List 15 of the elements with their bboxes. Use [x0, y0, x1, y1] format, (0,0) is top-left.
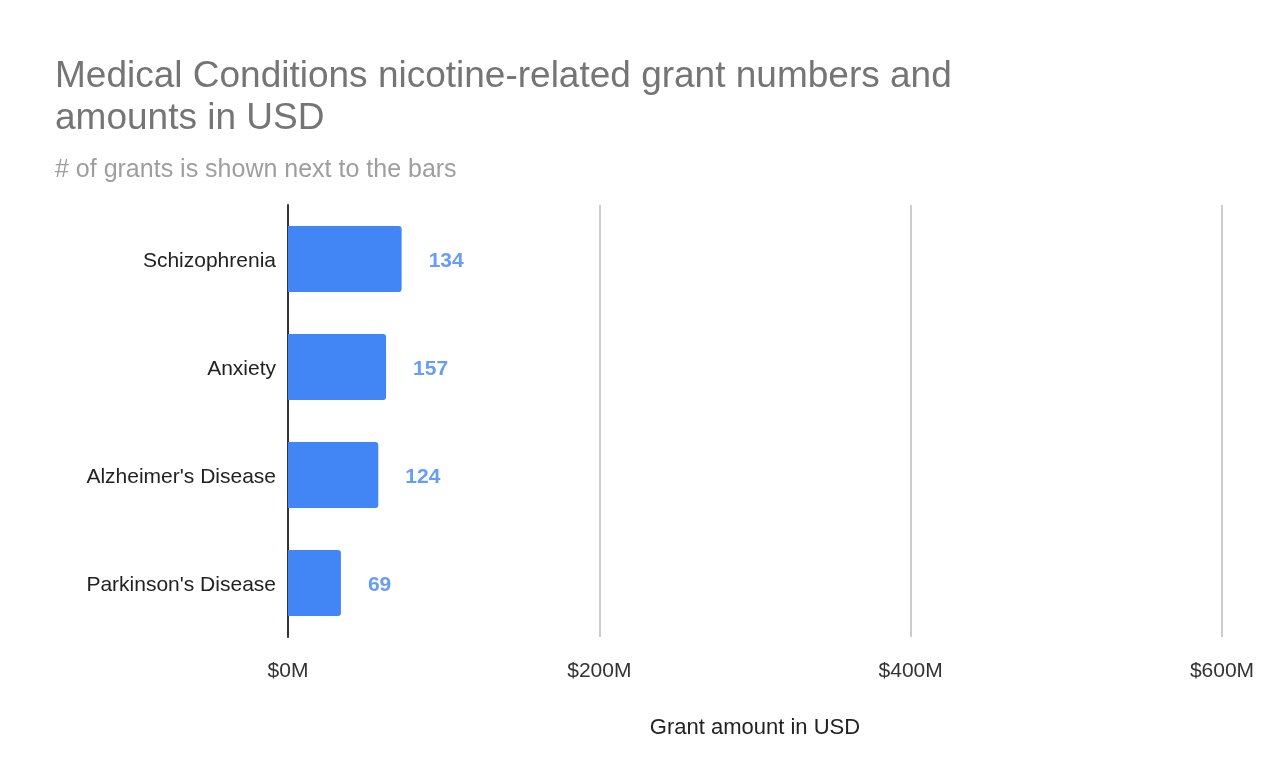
y-tick-label: Parkinson's Disease	[86, 571, 276, 595]
annotation: 134	[428, 247, 464, 271]
x-tick-label: $400M	[878, 658, 943, 681]
x-tick-label: $600M	[1189, 658, 1255, 681]
chart-title: Medical Conditions nicotine-related grant numbers and amounts in USD	[55, 53, 963, 137]
annotation: 157	[413, 355, 449, 379]
x-tick-label: $200M	[567, 658, 632, 681]
annotation: 69	[367, 571, 392, 595]
chart-subtitle: # of grants is shown next to the bars	[55, 153, 457, 182]
x-axis-title: Grant amount in USD	[649, 713, 861, 739]
x-tick-label: $0M	[267, 658, 309, 681]
y-tick-label: Schizophrenia	[142, 247, 277, 271]
annotation: 124	[405, 463, 441, 487]
y-tick-label: Alzheimer's Disease	[86, 463, 276, 487]
y-tick-label: Anxiety	[207, 355, 277, 379]
